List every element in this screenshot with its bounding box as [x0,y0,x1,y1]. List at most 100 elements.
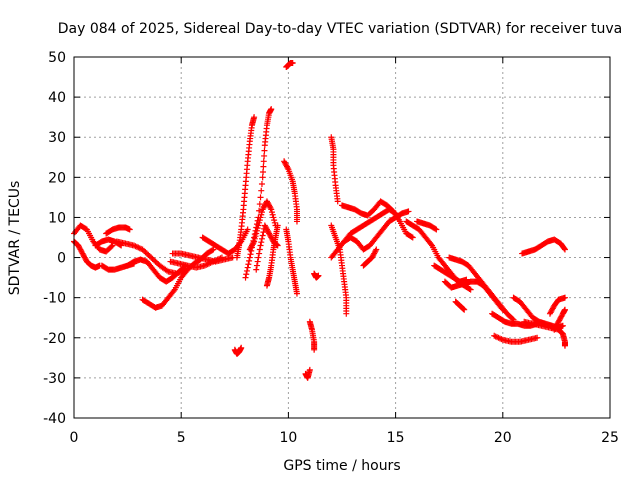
data-point [433,226,440,233]
x-tick-label: 0 [70,430,79,446]
data-point [343,310,350,317]
series-track-20 [283,226,300,297]
data-point [257,194,264,201]
data-point [126,226,133,233]
data-point [256,201,263,208]
data-point [256,246,263,253]
data-point [534,334,541,341]
data-point [467,286,474,293]
data-point [257,214,264,221]
data-point [306,366,313,373]
data-point [256,207,263,214]
data-point [258,181,265,188]
data-point [250,239,257,246]
data-point [284,164,291,171]
series-track-12 [231,344,245,357]
data-point [257,242,264,249]
data-point [255,222,262,229]
data-point [238,344,245,351]
data-point [253,227,260,234]
y-tick-label: 30 [48,130,66,146]
data-point [259,174,266,181]
points-layer [71,60,568,381]
data-point [499,306,506,313]
data-point [561,342,568,349]
data-point [293,290,300,297]
data-point [244,264,251,271]
series-track-39 [521,318,568,349]
data-point [293,218,300,225]
data-point [254,258,261,265]
series-track-28 [341,208,412,253]
series-track-18 [283,60,296,71]
data-point [274,222,281,229]
data-point [242,274,249,281]
series-track-27 [339,198,416,241]
data-point [268,106,275,113]
data-point [561,294,568,301]
data-point [289,60,296,67]
y-tick-label: 50 [48,50,66,66]
data-point [315,272,322,279]
data-point [108,243,115,250]
y-axis-label: SDTVAR / TECUs [7,181,23,296]
series-track-09 [167,254,225,271]
data-point [258,235,265,242]
data-point [498,305,505,312]
chart-title: Day 084 of 2025, Sidereal Day-to-day VTE… [58,21,622,37]
series-track-13 [233,114,258,261]
series-track-10 [169,250,236,265]
y-tick-label: 40 [48,90,66,106]
series-track-37 [491,332,541,345]
data-point [408,233,415,240]
data-point [271,217,278,224]
y-tick-label: -40 [43,411,66,427]
series-track-21 [302,366,313,381]
x-tick-label: 5 [177,430,186,446]
x-tick-label: 15 [387,430,405,446]
data-point [256,250,263,257]
series-track-29 [360,246,380,269]
series-track-34 [441,278,506,313]
data-point [461,306,468,313]
data-point [258,239,265,246]
grid-layer [74,57,610,418]
data-point [409,234,416,241]
data-point [253,230,260,237]
data-point [261,147,268,154]
series-track-17 [263,222,281,289]
data-point [311,346,318,353]
series-track-02 [71,238,103,271]
x-axis-label: GPS time / hours [283,458,400,474]
data-point [244,226,251,233]
series-track-15 [246,198,279,253]
data-point [253,262,260,269]
y-tick-label: -20 [43,331,66,347]
y-tick-label: -30 [43,371,66,387]
data-point [259,232,266,239]
series-track-08 [139,246,217,311]
data-point [253,266,260,273]
data-point [261,152,268,159]
plot-frame [73,56,611,419]
data-point [427,241,434,248]
data-point [258,187,265,194]
data-point [258,211,265,218]
series-track-23 [311,270,322,281]
series-track-25 [328,222,350,317]
data-point [251,235,258,242]
data-point [252,233,259,240]
data-point [460,306,467,313]
data-point [256,219,263,226]
data-point [561,306,568,313]
series-track-24 [328,134,341,205]
x-tick-label: 20 [494,430,512,446]
data-point [170,287,177,294]
series-track-42 [519,236,568,257]
data-point [260,168,267,175]
data-point [405,208,412,215]
data-point [258,209,265,216]
data-point [255,254,262,261]
